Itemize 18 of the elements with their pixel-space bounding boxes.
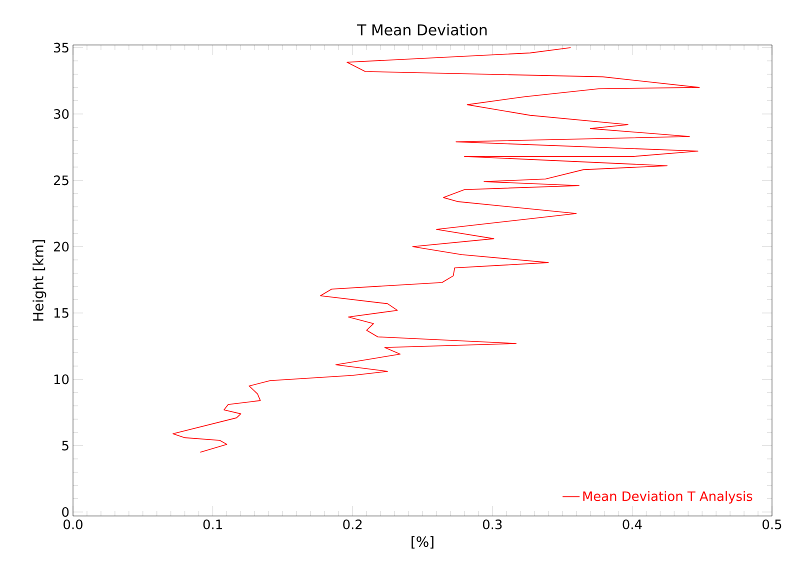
- x-tick-label: 0.0: [64, 520, 82, 530]
- y-tick-label: 0: [62, 507, 69, 517]
- y-tick-label: 5: [62, 440, 68, 450]
- y-tick-label: 20: [54, 242, 69, 252]
- x-tick-label: 0.3: [482, 520, 502, 530]
- y-tick-label: 35: [54, 42, 68, 53]
- legend-label: Mean Deviation T Analysis: [583, 491, 752, 504]
- x-tick-label: 0.2: [343, 520, 362, 530]
- y-axis-title: Height [km]: [32, 240, 46, 321]
- y-tick-label: 25: [54, 175, 68, 186]
- y-tick-label: 30: [54, 109, 69, 119]
- x-tick-label: 0.4: [622, 520, 642, 530]
- x-axis-title: [%]: [412, 536, 434, 549]
- x-tick-label: 0.1: [203, 520, 222, 530]
- y-tick-label: 10: [54, 374, 69, 384]
- chart-title: T Mean Deviation: [357, 24, 487, 36]
- x-tick-label: 0.5: [762, 520, 782, 530]
- y-tick-label: 15: [54, 308, 68, 318]
